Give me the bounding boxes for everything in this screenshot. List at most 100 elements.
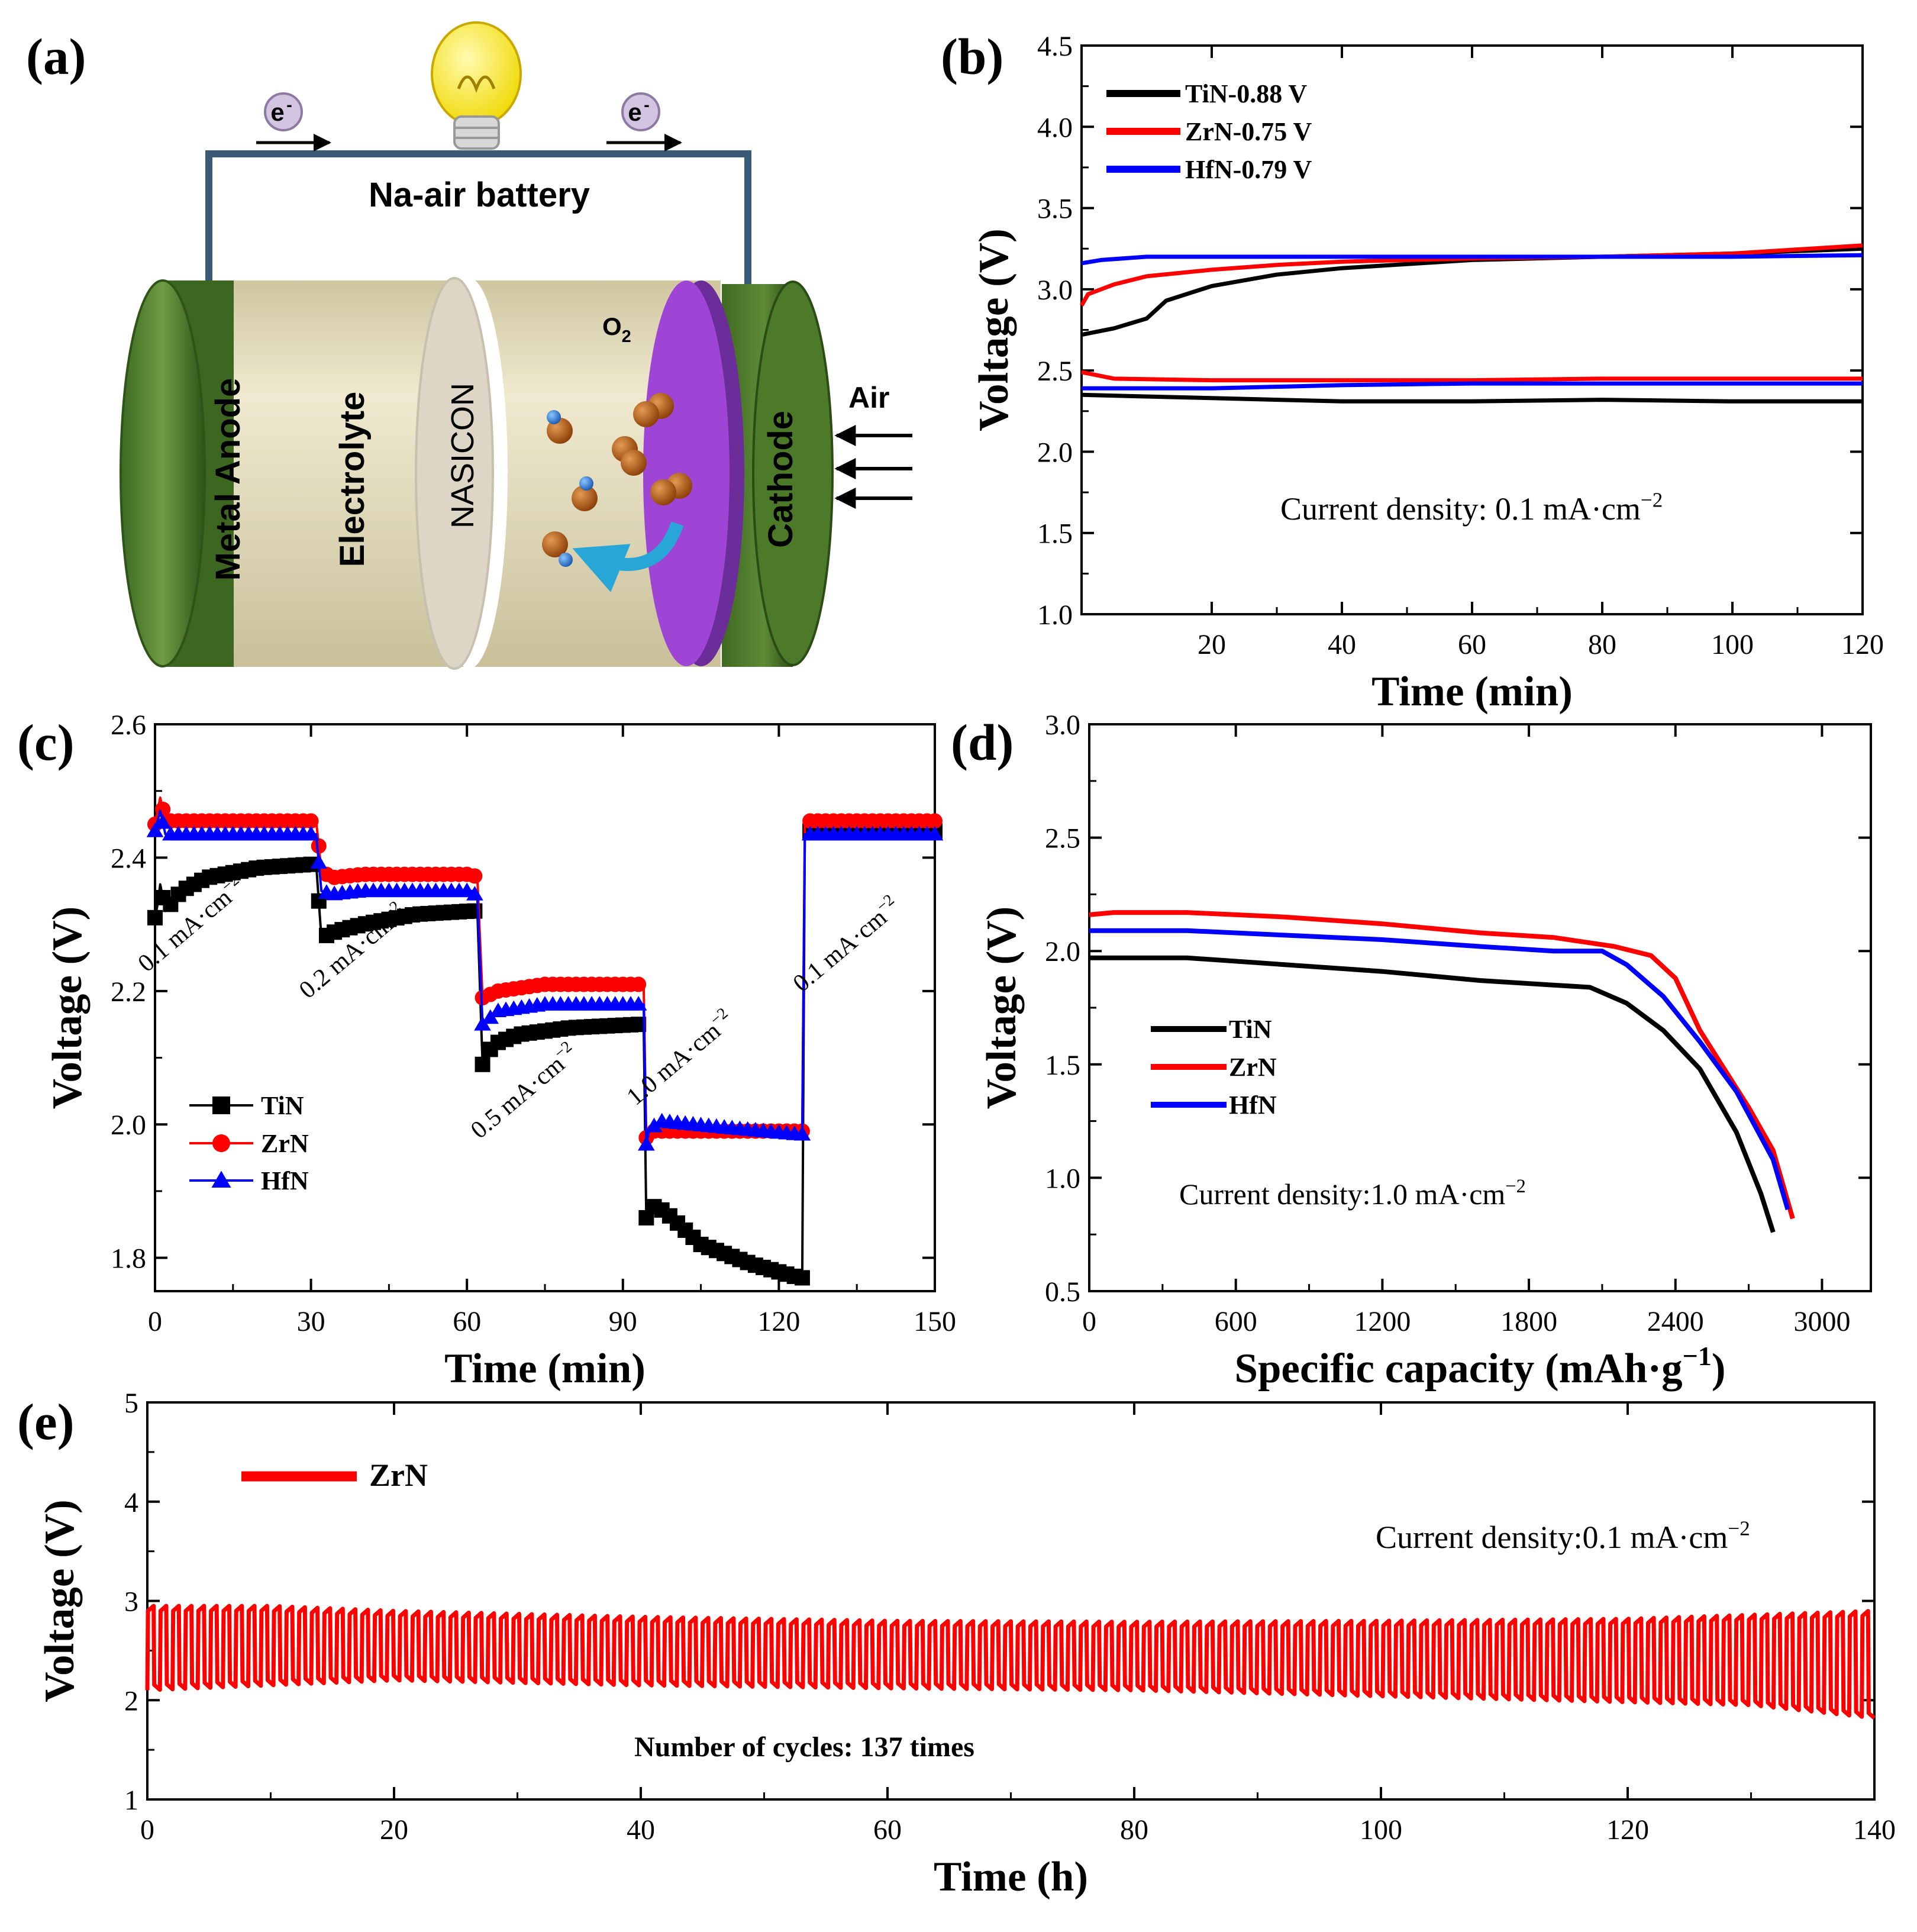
series-tin-discharge-line [1081, 392, 1863, 404]
x-tick-label: 150 [914, 1306, 956, 1337]
chart-b: (b) 20 40 60 80 100 120 1.0 1.5 2.0 2.5 3.0 3.5 4.0 4.… [941, 28, 1884, 715]
x-tick-label: 20 [1198, 629, 1226, 660]
legend-label: HfN [261, 1166, 309, 1195]
legend-label: ZrN [369, 1457, 428, 1493]
label-electrolyte: Electrolyte [333, 392, 372, 567]
x-tick-label: 2400 [1647, 1306, 1704, 1337]
x-tick-label: 60 [453, 1306, 481, 1337]
series-hfn-line [1089, 928, 1790, 1211]
series-zrn-charge-line [1079, 243, 1863, 307]
series-hfn-marker [302, 825, 320, 841]
y-tick-label: 2.5 [1037, 356, 1073, 387]
legend-label: TiN [261, 1091, 304, 1120]
legend-label: TiN-0.88 V [1185, 79, 1307, 108]
series-hfn-marker [646, 1117, 663, 1133]
y-tick-label: 2 [124, 1685, 138, 1717]
y-tick-label: 1.5 [1037, 518, 1073, 550]
panel-label-b: (b) [941, 28, 1003, 85]
current-density-annotation: Current density:1.0 mA·cm−2 [1179, 1176, 1526, 1211]
y-tick-label: 2.5 [1045, 823, 1080, 854]
series-zrn-marker [927, 813, 943, 829]
y-axis-title: Voltage (V) [44, 907, 91, 1109]
y-tick-label: 1.5 [1045, 1050, 1080, 1081]
legend-label: HfN-0.79 V [1185, 155, 1312, 184]
legend-marker [211, 1170, 231, 1188]
series-hfn-marker [146, 823, 164, 837]
y-tick-label: 2.6 [111, 709, 146, 741]
air-label: Air [848, 381, 889, 414]
x-tick-label: 30 [297, 1306, 325, 1337]
x-tick-label: 1200 [1354, 1306, 1411, 1337]
x-axis-title: Specific capacity (mAh·g−1) [1234, 1341, 1725, 1392]
battery-title: Na-air battery [369, 176, 590, 214]
x-tick-label: 120 [757, 1306, 800, 1337]
legend-label: TiN [1229, 1015, 1272, 1044]
series-zrn-discharge-line [1081, 370, 1863, 383]
legend-label: ZrN [1229, 1053, 1277, 1082]
series-hfn-marker [793, 1125, 811, 1141]
sodium-oxide-clusters [542, 410, 598, 567]
series-zrn-marker [631, 976, 647, 992]
y-tick-label: 3.5 [1037, 193, 1073, 225]
x-tick-label: 80 [1120, 1814, 1148, 1846]
label-cathode: Cathode [761, 411, 800, 548]
electron-left-icon: e - [264, 92, 303, 131]
x-axis-title: Time (h) [934, 1854, 1088, 1900]
series-hfn-marker [926, 825, 944, 841]
series-zrn-marker [467, 868, 483, 884]
series-hfn-charge-line [1081, 253, 1863, 266]
cathode-end [752, 280, 834, 666]
series-hfn-marker [638, 1136, 655, 1151]
circuit-wire [205, 150, 751, 285]
electron-right-icon: e - [621, 92, 660, 131]
y-tick-label: 2.2 [111, 976, 146, 1008]
y-axis-title: Voltage (V) [979, 907, 1025, 1109]
series-hfn-marker [154, 814, 172, 829]
light-bulb-icon [431, 21, 522, 150]
chart-c: (c) 0 30 60 90 120 150 1.8 2.0 2.2 2.4 2.6 Time (min… [17, 709, 956, 1392]
x-tick-label: 60 [1458, 629, 1486, 660]
series-tin-marker [147, 909, 163, 925]
x-tick-label: 100 [1360, 1814, 1402, 1846]
chart-d: (d) 0 600 1200 1800 2400 3000 0.5 1.0 1.5 2.0 2.5 3.… [951, 709, 1872, 1392]
electron-right-label: e [628, 98, 641, 126]
panel-label-d: (d) [951, 714, 1014, 771]
label-nasicon: NASICON [445, 383, 480, 528]
y-tick-label: 2.0 [1045, 936, 1080, 967]
electron-right-sup: - [644, 96, 650, 115]
cycle-count-note: Number of cycles: 137 times [634, 1731, 974, 1763]
current-density-annotation: Current density:0.1 mA·cm−2 [1376, 1517, 1750, 1555]
series-hfn-marker [310, 854, 328, 869]
x-axis-title: Time (min) [444, 1346, 646, 1392]
y-tick-label: 3.0 [1037, 275, 1073, 306]
x-tick-label: 40 [627, 1814, 655, 1846]
x-axis-title: Time (min) [1371, 669, 1573, 715]
y-tick-label: 1.0 [1037, 599, 1073, 631]
y-tick-label: 5 [124, 1388, 138, 1419]
x-tick-label: 0 [148, 1306, 162, 1337]
x-tick-label: 0 [1082, 1306, 1096, 1337]
series-tin-line [1089, 955, 1776, 1233]
y-tick-label: 0.5 [1045, 1276, 1080, 1308]
label-metal-anode: Metal Anode [209, 378, 247, 581]
y-tick-label: 1 [124, 1785, 138, 1816]
y-tick-label: 4.0 [1037, 112, 1073, 143]
x-tick-label: 120 [1841, 629, 1884, 660]
y-axis-title: Voltage (V) [971, 228, 1017, 431]
y-axis-title: Voltage (V) [37, 1499, 83, 1702]
x-tick-label: 100 [1711, 629, 1754, 660]
series-zrn-cycling-line [145, 1604, 1876, 1720]
series-zrn-marker [311, 838, 327, 854]
y-tick-label: 2.0 [1037, 437, 1073, 468]
y-tick-label: 4 [124, 1487, 138, 1518]
y-tick-label: 1.0 [1045, 1163, 1080, 1194]
y-tick-label: 4.5 [1037, 31, 1073, 62]
legend-label: ZrN-0.75 V [1185, 117, 1312, 146]
y-tick-label: 3 [124, 1586, 138, 1618]
panel-a-schematic: (a) e - e - Na-air battery [26, 21, 912, 670]
panel-label-e: (e) [17, 1393, 75, 1450]
electron-left-label: e [270, 98, 284, 126]
series-hfn-marker [466, 886, 483, 901]
y-tick-label: 1.8 [111, 1243, 146, 1275]
current-step-label: 0.2 mA·cm−2 [292, 897, 411, 1004]
